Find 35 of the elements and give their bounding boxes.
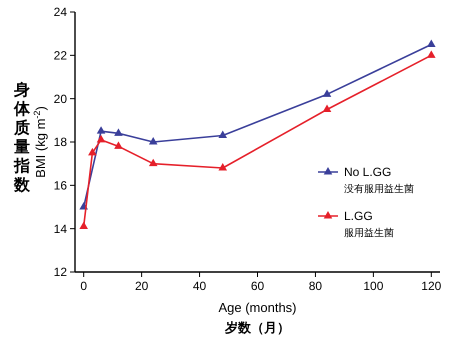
annotation: 没有服用益生菌	[344, 183, 414, 195]
point	[322, 104, 332, 112]
x-tick-label: 0	[80, 279, 88, 293]
x-tick-label: 100	[363, 279, 384, 293]
point	[427, 40, 436, 47]
x-tick-label: 40	[192, 279, 207, 293]
point	[322, 89, 332, 97]
y-tick-label: 16	[54, 178, 68, 193]
point	[218, 163, 228, 170]
annotation: 服用益生菌	[344, 227, 394, 239]
point	[114, 128, 123, 136]
point	[218, 130, 228, 138]
text: 岁数（月）	[224, 321, 290, 336]
point	[79, 222, 88, 229]
point	[148, 137, 158, 144]
point	[88, 148, 97, 156]
point	[427, 50, 436, 58]
x-tick-label: 80	[308, 279, 322, 293]
x-tick-label: 120	[421, 279, 442, 293]
y-tick-label: 18	[54, 135, 68, 150]
x-tick-label: 60	[250, 279, 264, 293]
legend-label: L.GG	[344, 209, 373, 224]
y-tick-label: 12	[54, 265, 68, 280]
point	[96, 126, 106, 134]
point	[96, 134, 106, 142]
x-axis-title: Age (months)	[218, 300, 297, 315]
y-tick-label: 14	[54, 222, 68, 236]
point	[114, 141, 123, 149]
x-tick-label: 20	[134, 279, 149, 293]
point	[148, 158, 158, 166]
y-tick-label: 22	[54, 48, 68, 63]
legend-label: No L.GG	[344, 165, 392, 180]
text: 身体质量指数	[13, 80, 31, 194]
y-tick-label: 24	[54, 5, 68, 20]
y-tick-label: 20	[54, 92, 68, 106]
